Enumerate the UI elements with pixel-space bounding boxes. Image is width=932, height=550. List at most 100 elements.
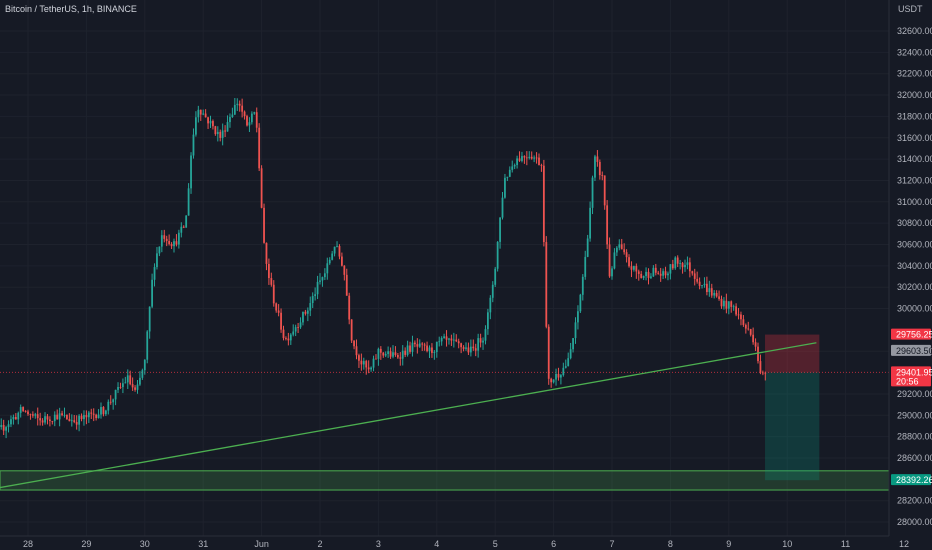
candle-down (472, 346, 475, 349)
candle-up (231, 114, 234, 118)
candle-down (450, 338, 453, 341)
candle-up (679, 263, 682, 264)
candle-down (759, 361, 762, 373)
price-tag-bg (891, 474, 931, 486)
x-tick-label: 11 (841, 539, 850, 549)
candle-down (287, 338, 290, 341)
candle-up (613, 252, 616, 269)
candle-up (311, 296, 314, 304)
candle-up (650, 276, 652, 278)
candle-down (647, 271, 650, 278)
candle-up (319, 280, 321, 282)
candle-down (752, 334, 755, 343)
candle-down (214, 126, 217, 135)
candle-up (122, 383, 124, 388)
candle-down (280, 312, 282, 330)
candle-down (22, 407, 25, 411)
candle-down (353, 340, 355, 347)
candle-up (555, 373, 557, 380)
candle-down (394, 352, 397, 355)
candle-down (467, 347, 470, 353)
x-tick-label: 2 (317, 539, 322, 549)
short-position-tool[interactable] (0, 334, 889, 481)
candle-down (620, 244, 623, 250)
candle-down (409, 345, 411, 352)
candle-down (545, 242, 548, 327)
price-tag-label: 29603.50 (896, 346, 932, 356)
candle-down (285, 338, 287, 339)
candle-up (511, 166, 514, 170)
candle-down (85, 415, 88, 418)
candle-down (742, 319, 745, 325)
candle-down (557, 373, 560, 378)
candle-down (268, 263, 270, 279)
candle-down (24, 410, 27, 412)
candle-up (567, 358, 570, 367)
candle-up (435, 341, 438, 353)
candle-up (584, 256, 587, 277)
candle-up (662, 271, 664, 276)
candle-down (263, 207, 265, 243)
candle-down (671, 264, 674, 269)
candle-up (336, 245, 338, 247)
candle-up (221, 130, 224, 138)
candle-up (579, 294, 582, 312)
y-tick-label: 30800.00 (897, 218, 932, 228)
candle-up (226, 122, 229, 132)
candle-down (102, 407, 105, 415)
candle-down (2, 425, 5, 431)
y-tick-label: 28800.00 (897, 432, 932, 442)
candle-up (58, 413, 61, 420)
candle-down (168, 241, 171, 244)
candle-down (744, 324, 747, 329)
candle-down (603, 175, 606, 206)
candle-down (664, 271, 667, 276)
candle-down (204, 113, 207, 118)
candle-down (224, 130, 226, 132)
candle-down (382, 352, 385, 356)
candle-up (126, 375, 129, 383)
candle-down (360, 360, 363, 365)
candle-down (68, 419, 71, 422)
y-tick-label: 30000.00 (897, 304, 932, 314)
candle-down (635, 266, 638, 272)
candle-up (384, 354, 387, 356)
price-axis[interactable] (889, 0, 932, 550)
price-tag-countdown: 20:56 (896, 376, 919, 386)
y-tick-label: 32200.00 (897, 69, 932, 79)
candle-up (233, 104, 236, 115)
candle-up (136, 384, 139, 390)
candle-up (496, 241, 499, 269)
candle-down (134, 387, 136, 390)
price-tag: 28392.26 (891, 474, 932, 486)
candle-up (333, 246, 336, 254)
drawings (0, 342, 817, 489)
candle-down (462, 347, 465, 349)
candle-up (139, 377, 141, 385)
candle-up (151, 279, 153, 307)
candle-down (258, 127, 261, 169)
candle-up (153, 267, 156, 280)
y-tick-label: 28000.00 (897, 517, 932, 527)
candle-down (608, 244, 611, 277)
candle-up (418, 343, 421, 347)
x-tick-label: 28 (23, 539, 33, 549)
candle-up (323, 273, 326, 278)
x-tick-label: 12 (899, 539, 909, 549)
currency-label: USDT (898, 4, 923, 14)
y-tick-label: 30600.00 (897, 240, 932, 250)
candle-down (282, 329, 285, 339)
candle-up (440, 338, 443, 342)
y-tick-label: 31800.00 (897, 111, 932, 121)
candle-up (0, 425, 3, 427)
candle-down (625, 252, 628, 258)
time-axis[interactable] (0, 536, 932, 550)
y-tick-label: 31600.00 (897, 133, 932, 143)
candle-down (109, 401, 112, 403)
candle-down (637, 271, 640, 274)
candle-down (720, 298, 723, 307)
price-tag: 29603.50 (891, 344, 932, 356)
candle-up (572, 338, 574, 350)
candle-down (277, 310, 280, 313)
